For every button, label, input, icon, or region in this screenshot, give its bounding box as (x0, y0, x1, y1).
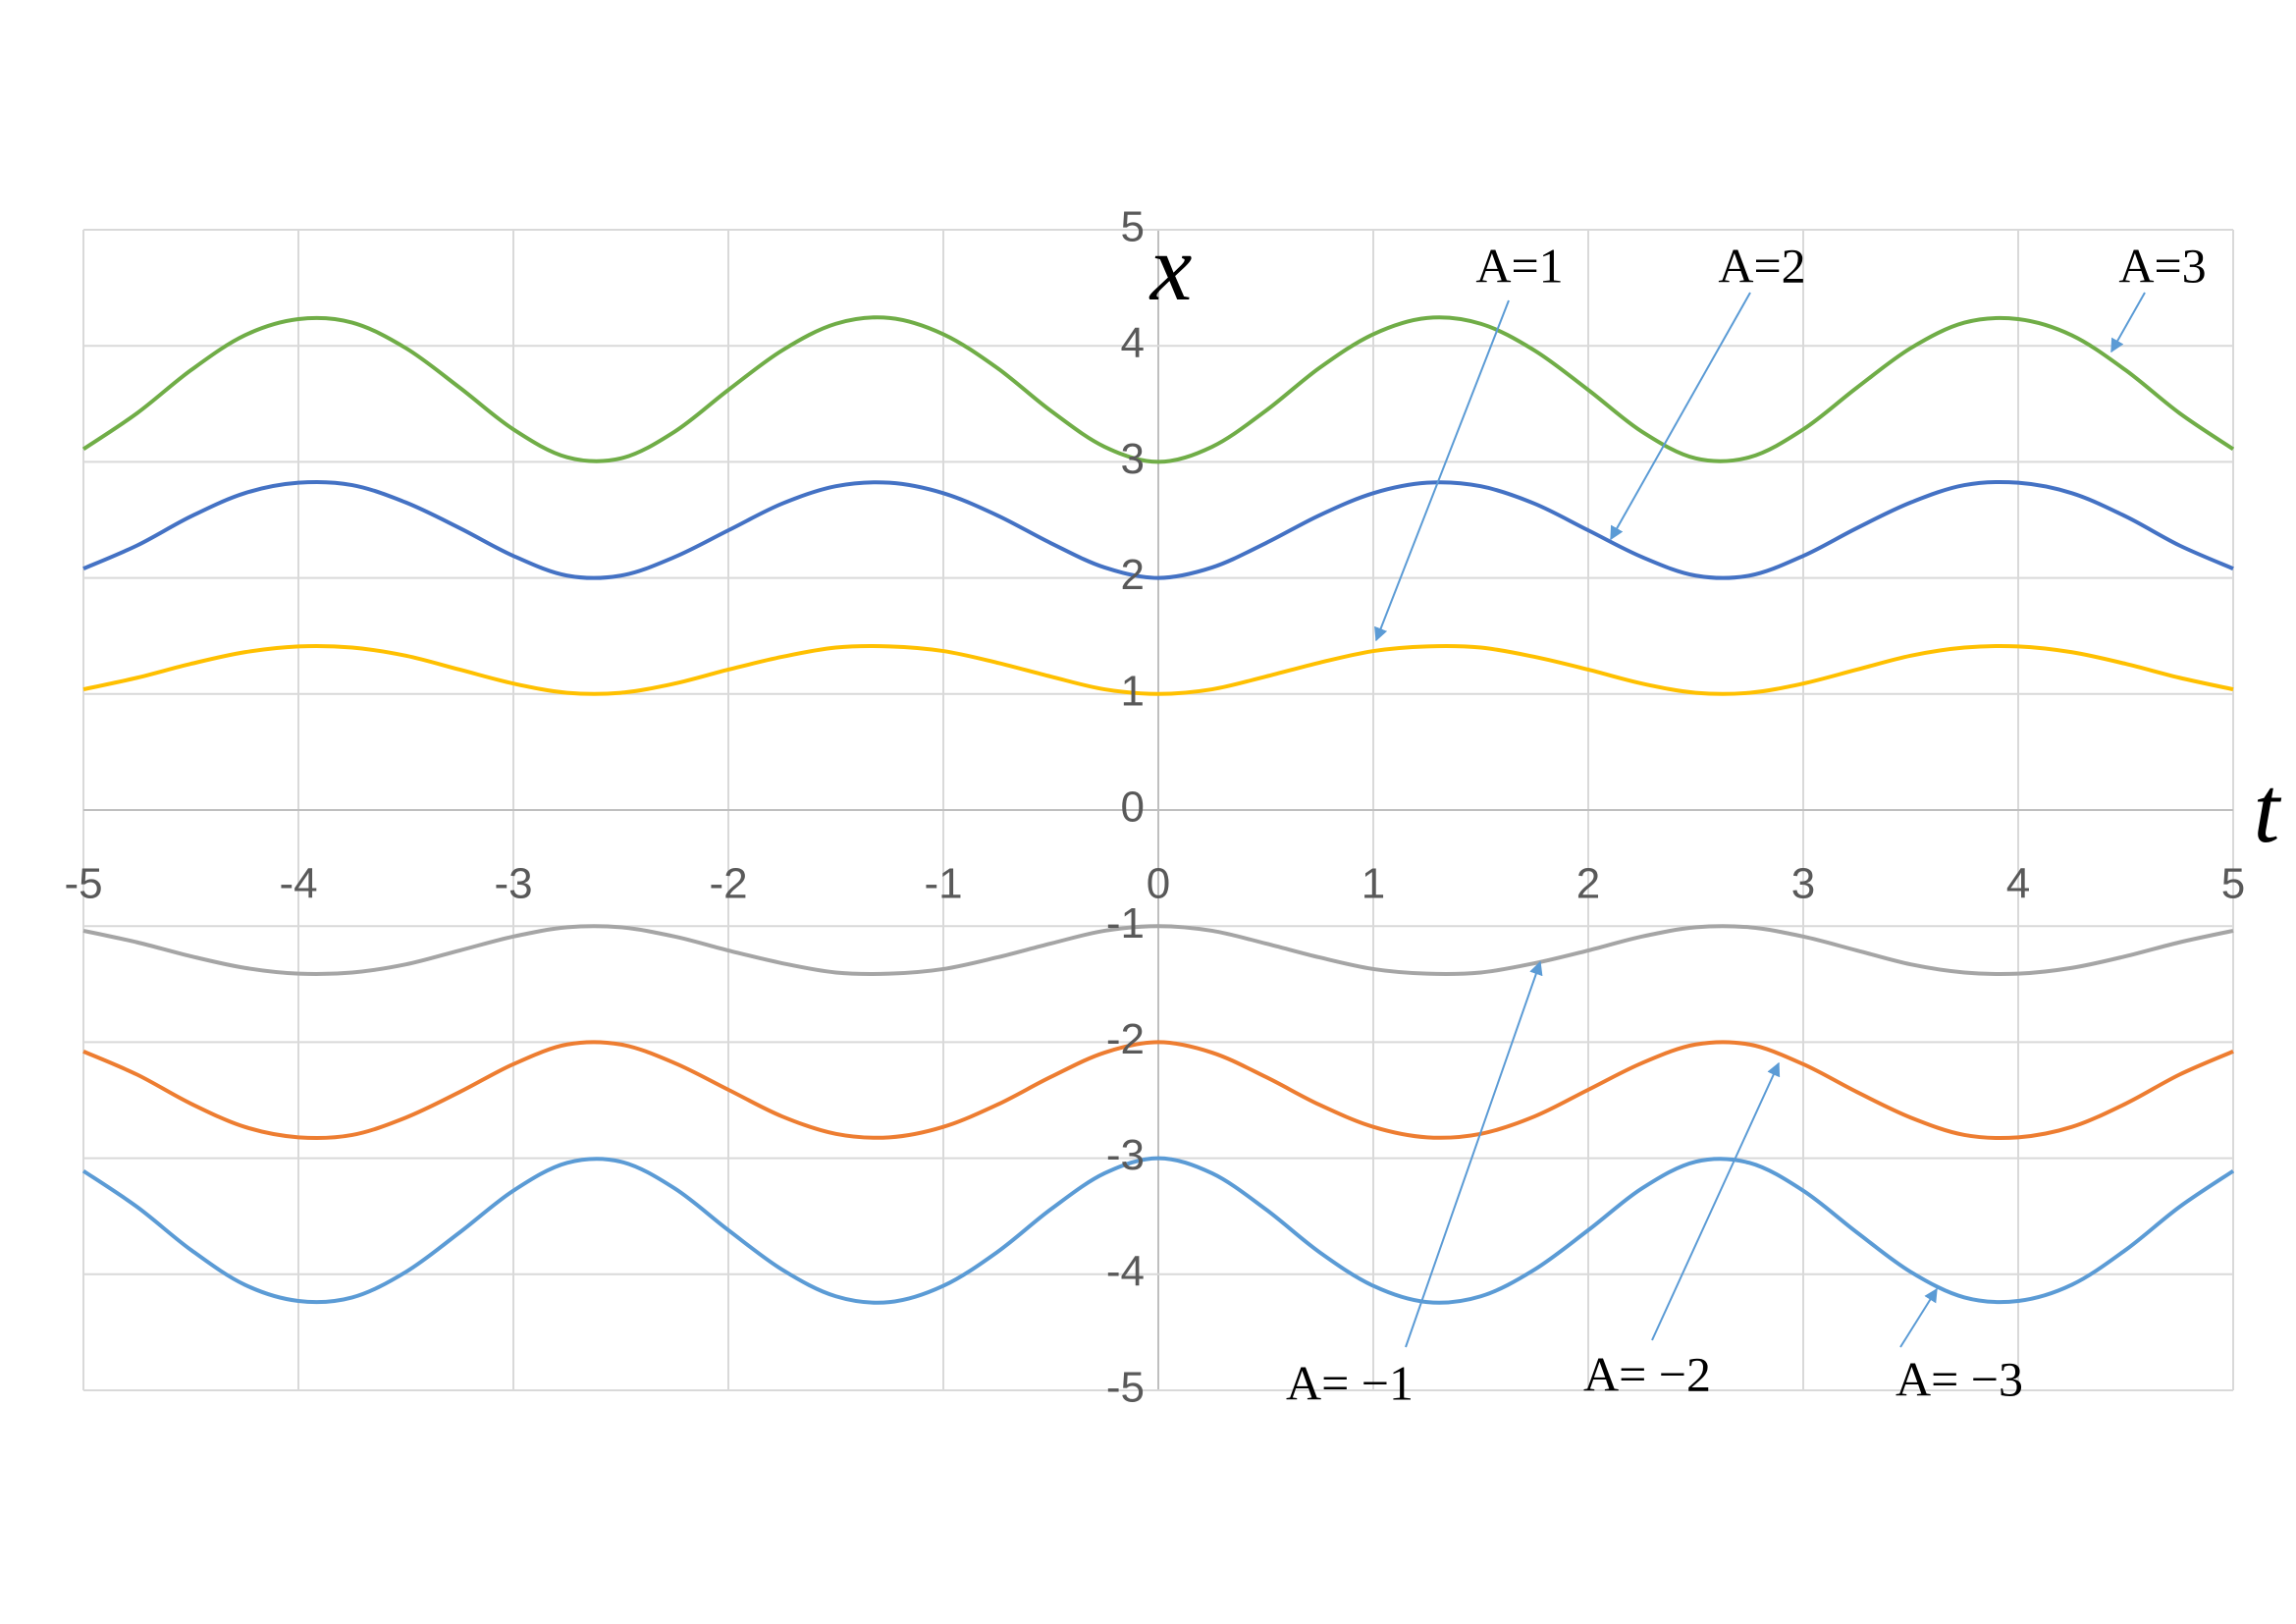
lines (81, 315, 2235, 1305)
x-tick-label: -4 (279, 860, 317, 908)
x-tick-label: 1 (1362, 860, 1385, 908)
annotation-arrow (1405, 960, 1543, 1348)
annotation-arrow (1651, 1061, 1781, 1341)
y-tick-label: -5 (1106, 1364, 1145, 1412)
annotation: A= −2 (1583, 1346, 1711, 1401)
series-line (82, 479, 2234, 580)
annotation-arrow (1899, 1287, 1938, 1348)
labels: -5 -4 -3 -2 -1 0 1 2 3 4 5-5-4-3-2-1012345A=3A=2A=… (64, 203, 2245, 1412)
x-tick-label: 0 (1147, 860, 1170, 908)
x-tick-label: -1 (924, 860, 962, 908)
annotation: A=2 (1718, 238, 1805, 293)
annotation-arrow (1374, 299, 1510, 642)
series-line (82, 1040, 2234, 1141)
y-tick-label: -4 (1106, 1247, 1145, 1295)
annotation-arrow (1610, 292, 1751, 541)
y-tick-label: -2 (1106, 1015, 1145, 1063)
annotation: A=3 (2118, 238, 2206, 293)
series-line (82, 924, 2234, 977)
y-tick-label: -3 (1106, 1131, 1145, 1179)
y-tick-label: 4 (1121, 319, 1145, 367)
x-tick-label: 2 (1576, 860, 1600, 908)
y-tick-label: 2 (1121, 551, 1145, 599)
y-tick-label: 1 (1121, 667, 1145, 715)
y-tick-label: 3 (1121, 435, 1145, 483)
y-axis-label: x (1148, 215, 1193, 320)
y-tick-label: -1 (1106, 899, 1145, 947)
annotation: A= −1 (1286, 1355, 1414, 1410)
x-axis-label: t (2254, 757, 2282, 862)
x-tick-label: 5 (2221, 860, 2245, 908)
series-line (81, 1156, 2235, 1305)
series-line (81, 315, 2235, 464)
y-tick-label: 5 (1121, 203, 1145, 251)
x-tick-label: -3 (494, 860, 532, 908)
series-line (82, 643, 2234, 696)
x-tick-label: -2 (709, 860, 747, 908)
x-tick-label: 3 (1791, 860, 1815, 908)
y-tick-label: 0 (1121, 784, 1145, 832)
annotation: A=1 (1475, 238, 1563, 293)
annotation: A= −3 (1896, 1351, 2023, 1406)
annotation-arrow (2110, 292, 2146, 353)
x-tick-label: -5 (64, 860, 102, 908)
grid (82, 229, 2234, 1391)
x-tick-label: 4 (2006, 860, 2030, 908)
